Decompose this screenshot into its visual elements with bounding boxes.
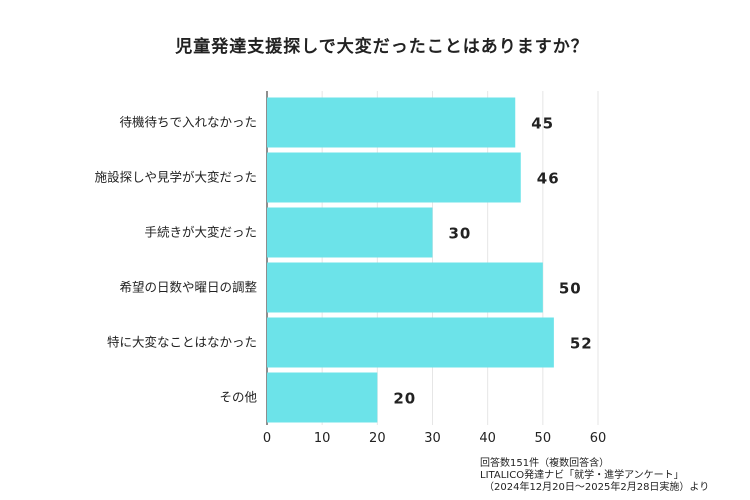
footnote-period: （2024年12月20日～2025年2月28日実施）より [484, 482, 710, 493]
category-label: 施設探しや見学が大変だった [95, 170, 257, 185]
footnote-response-count: 回答数151件（複数回答含） [480, 458, 610, 469]
x-tick-label: 40 [479, 431, 496, 446]
x-tick-label: 20 [369, 431, 386, 446]
labels: 0 10 20 30 40 50 60 待機待ちで入れなかった 45 施設探しや見学が大変だった 4… [95, 115, 607, 447]
footnote-source: LITALICO発達ナビ「就学・進学アンケート」 [480, 470, 684, 481]
bar [267, 262, 543, 313]
x-tick-label: 10 [314, 431, 331, 446]
bar [267, 317, 554, 368]
category-label: 特に大変なことはなかった [107, 335, 257, 350]
value-label: 50 [559, 280, 582, 298]
category-label: 手続きが大変だった [144, 225, 257, 240]
bar [267, 372, 378, 423]
value-label: 45 [531, 115, 554, 133]
bar [267, 152, 521, 203]
category-label: 希望の日数や曜日の調整 [119, 280, 257, 295]
category-label: その他 [219, 390, 257, 405]
x-tick-label: 0 [263, 431, 271, 446]
chart-title: 児童発達支援探しで大変だったことはありますか？ [174, 36, 589, 57]
x-tick-label: 60 [590, 431, 607, 446]
category-label: 待機待ちで入れなかった [119, 115, 257, 130]
bar [267, 97, 516, 148]
x-tick-label: 50 [535, 431, 552, 446]
x-tick-label: 30 [424, 431, 441, 446]
value-label: 52 [570, 335, 593, 353]
value-label: 46 [537, 170, 560, 188]
value-label: 30 [449, 225, 472, 243]
value-label: 20 [393, 390, 416, 408]
bars [267, 97, 554, 423]
bar [267, 207, 433, 258]
